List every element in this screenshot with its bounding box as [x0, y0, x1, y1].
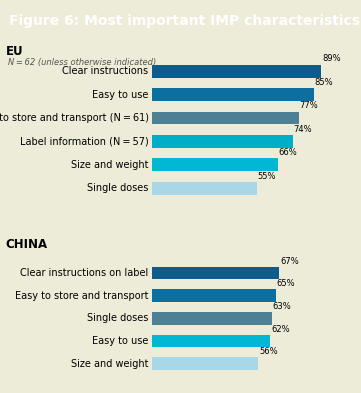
Text: Size and weight: Size and weight — [71, 160, 149, 170]
Bar — [152, 312, 272, 325]
Text: CHINA: CHINA — [5, 238, 48, 251]
Bar — [152, 289, 276, 302]
Text: Easy to use: Easy to use — [92, 336, 149, 346]
Bar — [152, 135, 293, 148]
Text: 56%: 56% — [260, 347, 278, 356]
Text: N = 62 (unless otherwise indicated): N = 62 (unless otherwise indicated) — [8, 58, 156, 67]
Text: 55%: 55% — [257, 172, 276, 181]
Bar — [152, 158, 278, 171]
Bar — [152, 64, 321, 77]
Text: Easy to store and transport (N = 61): Easy to store and transport (N = 61) — [0, 113, 149, 123]
Text: Clear instructions on label: Clear instructions on label — [20, 268, 149, 278]
Bar — [152, 182, 257, 195]
Text: Label information (N = 57): Label information (N = 57) — [20, 136, 149, 147]
Text: EU: EU — [5, 45, 23, 58]
Text: 85%: 85% — [315, 78, 334, 87]
Text: Size and weight: Size and weight — [71, 359, 149, 369]
Text: 67%: 67% — [280, 257, 299, 266]
Text: 74%: 74% — [294, 125, 312, 134]
Bar — [152, 88, 314, 101]
Bar — [152, 335, 270, 347]
Bar — [152, 112, 299, 125]
Text: Single doses: Single doses — [87, 313, 149, 323]
Text: Clear instructions: Clear instructions — [62, 66, 149, 76]
Text: 89%: 89% — [322, 55, 341, 63]
Text: 65%: 65% — [277, 279, 295, 288]
Text: Easy to use: Easy to use — [92, 90, 149, 99]
Text: 77%: 77% — [300, 101, 318, 110]
Text: Easy to store and transport: Easy to store and transport — [15, 291, 149, 301]
Text: 62%: 62% — [271, 325, 290, 334]
Text: Single doses: Single doses — [87, 183, 149, 193]
Bar — [152, 358, 258, 370]
Bar — [152, 267, 279, 279]
Text: 66%: 66% — [279, 148, 297, 157]
Text: Figure 6: Most important IMP characteristics: Figure 6: Most important IMP characteris… — [9, 14, 360, 28]
Text: 63%: 63% — [273, 302, 292, 311]
